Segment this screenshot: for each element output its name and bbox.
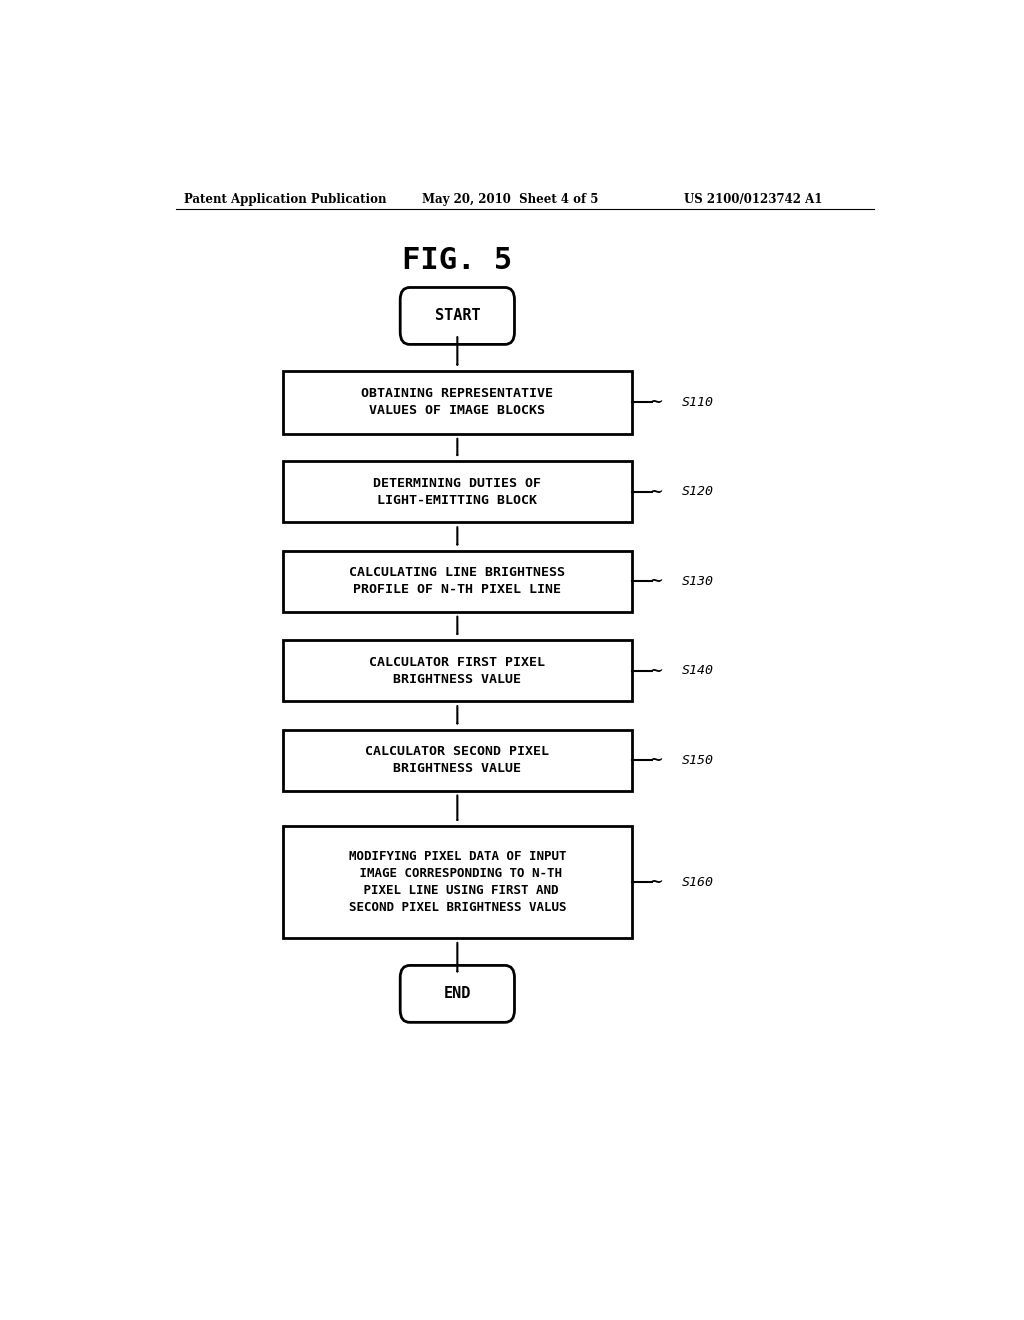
Bar <box>283 371 632 434</box>
Bar <box>283 461 632 523</box>
Text: ~: ~ <box>648 573 663 590</box>
Text: ~: ~ <box>648 751 663 770</box>
Text: CALCULATING LINE BRIGHTNESS
PROFILE OF N-TH PIXEL LINE: CALCULATING LINE BRIGHTNESS PROFILE OF N… <box>349 566 565 597</box>
Text: FIG. 5: FIG. 5 <box>402 246 512 275</box>
Text: DETERMINING DUTIES OF
LIGHT-EMITTING BLOCK: DETERMINING DUTIES OF LIGHT-EMITTING BLO… <box>374 477 542 507</box>
Text: S110: S110 <box>682 396 714 409</box>
Text: END: END <box>443 986 471 1002</box>
Text: CALCULATOR FIRST PIXEL
BRIGHTNESS VALUE: CALCULATOR FIRST PIXEL BRIGHTNESS VALUE <box>370 656 546 685</box>
Text: ~: ~ <box>648 661 663 680</box>
FancyBboxPatch shape <box>400 965 514 1022</box>
Text: MODIFYING PIXEL DATA OF INPUT
 IMAGE CORRESPONDING TO N-TH
 PIXEL LINE USING FIR: MODIFYING PIXEL DATA OF INPUT IMAGE CORR… <box>348 850 566 913</box>
Text: S150: S150 <box>682 754 714 767</box>
Text: May 20, 2010  Sheet 4 of 5: May 20, 2010 Sheet 4 of 5 <box>422 193 598 206</box>
FancyBboxPatch shape <box>400 288 514 345</box>
Text: S120: S120 <box>682 486 714 498</box>
Text: Patent Application Publication: Patent Application Publication <box>183 193 386 206</box>
Text: ~: ~ <box>648 393 663 412</box>
Text: US 2100/0123742 A1: US 2100/0123742 A1 <box>684 193 822 206</box>
Text: S160: S160 <box>682 875 714 888</box>
Text: OBTAINING REPRESENTATIVE
VALUES OF IMAGE BLOCKS: OBTAINING REPRESENTATIVE VALUES OF IMAGE… <box>361 387 553 417</box>
Text: CALCULATOR SECOND PIXEL
BRIGHTNESS VALUE: CALCULATOR SECOND PIXEL BRIGHTNESS VALUE <box>366 744 549 775</box>
Bar <box>283 640 632 701</box>
Bar <box>283 826 632 939</box>
Text: S130: S130 <box>682 574 714 587</box>
Text: START: START <box>434 309 480 323</box>
Text: ~: ~ <box>648 483 663 500</box>
Text: S140: S140 <box>682 664 714 677</box>
Bar <box>283 550 632 611</box>
Text: ~: ~ <box>648 873 663 891</box>
Bar <box>283 730 632 791</box>
